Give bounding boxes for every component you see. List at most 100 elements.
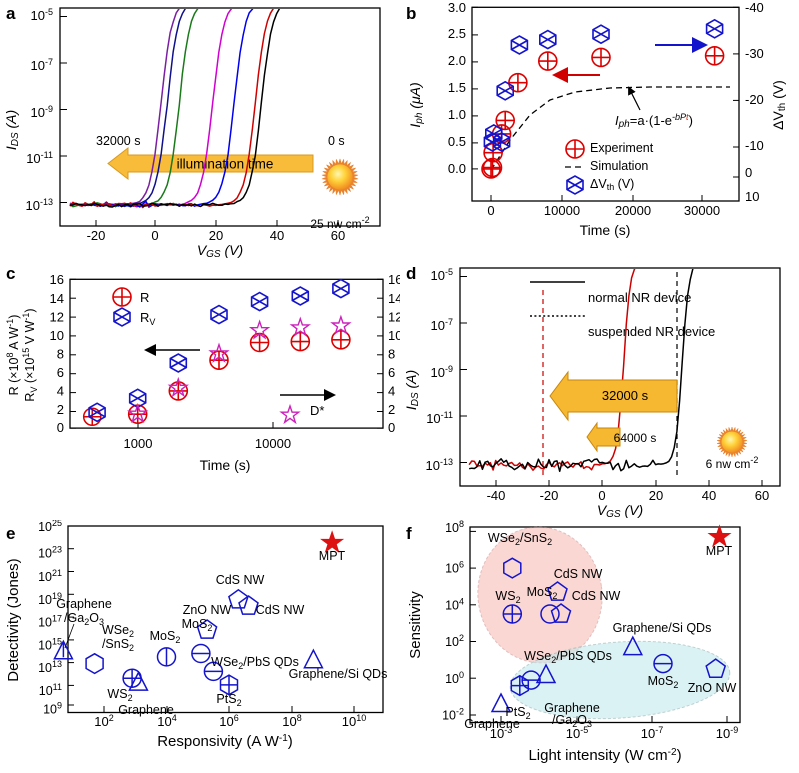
svg-text:6: 6 bbox=[388, 365, 395, 380]
svg-text:CdS NW: CdS NW bbox=[216, 573, 265, 587]
svg-text:108: 108 bbox=[445, 520, 464, 535]
svg-text:10-7: 10-7 bbox=[641, 725, 663, 741]
svg-text:60: 60 bbox=[755, 488, 769, 503]
svg-text:/SnS2: /SnS2 bbox=[102, 637, 134, 653]
svg-text:MoS2: MoS2 bbox=[150, 629, 181, 645]
svg-text:-20: -20 bbox=[745, 92, 764, 107]
svg-text:1000: 1000 bbox=[124, 436, 153, 451]
svg-text:Graphene/Si QDs: Graphene/Si QDs bbox=[613, 621, 712, 635]
svg-text:10000: 10000 bbox=[255, 436, 291, 451]
svg-text:MPT: MPT bbox=[706, 544, 733, 558]
svg-text:4: 4 bbox=[57, 384, 64, 399]
svg-text:Time (s): Time (s) bbox=[580, 222, 631, 238]
svg-text:6: 6 bbox=[57, 365, 64, 380]
svg-text:25 nw cm-2: 25 nw cm-2 bbox=[310, 215, 369, 231]
svg-text:10-9: 10-9 bbox=[716, 725, 738, 741]
svg-text:Sensitivity: Sensitivity bbox=[407, 591, 424, 659]
svg-text:0: 0 bbox=[487, 203, 494, 218]
svg-text:64000 s: 64000 s bbox=[614, 431, 657, 445]
svg-text:suspended NR device: suspended NR device bbox=[588, 324, 715, 339]
svg-text:3.0: 3.0 bbox=[448, 0, 466, 15]
svg-text:10000: 10000 bbox=[544, 203, 580, 218]
svg-text:Iph=a·(1-e-bPt): Iph=a·(1-e-bPt) bbox=[615, 112, 693, 130]
svg-text:10-11: 10-11 bbox=[426, 410, 453, 426]
svg-text:/Ga2O3: /Ga2O3 bbox=[64, 611, 104, 627]
svg-text:PtS2: PtS2 bbox=[216, 692, 241, 708]
svg-text:40: 40 bbox=[702, 488, 716, 503]
svg-text:MoS2: MoS2 bbox=[182, 617, 213, 633]
svg-text:-30: -30 bbox=[745, 46, 764, 61]
svg-text:2.5: 2.5 bbox=[448, 26, 466, 41]
svg-text:-20: -20 bbox=[87, 228, 106, 243]
svg-text:PtS2: PtS2 bbox=[505, 705, 530, 721]
svg-text:IDS (A): IDS (A) bbox=[3, 110, 21, 150]
svg-text:1.5: 1.5 bbox=[448, 80, 466, 95]
svg-text:10-2: 10-2 bbox=[442, 707, 464, 723]
svg-text:-40: -40 bbox=[487, 488, 506, 503]
svg-text:32000 s: 32000 s bbox=[96, 134, 140, 148]
svg-text:CdS NW: CdS NW bbox=[554, 567, 603, 581]
svg-text:ΔVth (V): ΔVth (V) bbox=[770, 80, 788, 130]
svg-text:0: 0 bbox=[151, 228, 158, 243]
svg-text:10-7: 10-7 bbox=[431, 317, 453, 333]
svg-text:VGS (V): VGS (V) bbox=[597, 502, 643, 520]
svg-text:0.0: 0.0 bbox=[448, 161, 466, 176]
svg-text:8: 8 bbox=[57, 347, 64, 362]
svg-text:1023: 1023 bbox=[38, 545, 62, 561]
svg-text:1017: 1017 bbox=[38, 614, 62, 630]
svg-text:1025: 1025 bbox=[38, 520, 62, 534]
svg-text:1.0: 1.0 bbox=[448, 107, 466, 122]
svg-text:WS2: WS2 bbox=[107, 687, 132, 703]
svg-text:ZnO NW: ZnO NW bbox=[688, 681, 737, 695]
svg-text:6 nw cm-2: 6 nw cm-2 bbox=[706, 455, 759, 471]
svg-text:30000: 30000 bbox=[684, 203, 720, 218]
svg-text:1010: 1010 bbox=[342, 713, 366, 729]
svg-text:MPT: MPT bbox=[319, 549, 346, 563]
svg-text:20000: 20000 bbox=[615, 203, 651, 218]
svg-text:Detectivity (Jones): Detectivity (Jones) bbox=[5, 558, 22, 681]
svg-text:RV: RV bbox=[140, 310, 155, 327]
svg-text:CdS NW: CdS NW bbox=[256, 603, 305, 617]
svg-text:Time (s): Time (s) bbox=[200, 457, 251, 473]
svg-text:10-5: 10-5 bbox=[431, 267, 453, 283]
svg-text:WSe2/PbS QDs: WSe2/PbS QDs bbox=[524, 649, 612, 665]
svg-text:0.5: 0.5 bbox=[448, 134, 466, 149]
svg-text:Responsivity (A W-1): Responsivity (A W-1) bbox=[157, 733, 293, 750]
svg-text:106: 106 bbox=[219, 713, 238, 729]
svg-text:109: 109 bbox=[43, 701, 62, 717]
svg-text:0: 0 bbox=[388, 420, 395, 435]
svg-text:/Ga2O3: /Ga2O3 bbox=[552, 713, 592, 729]
svg-text:2: 2 bbox=[388, 402, 395, 417]
svg-text:RV (×1015 V W-1): RV (×1015 V W-1) bbox=[21, 308, 39, 401]
svg-text:-20: -20 bbox=[540, 488, 559, 503]
svg-text:1013: 1013 bbox=[38, 659, 62, 675]
svg-text:12: 12 bbox=[388, 310, 400, 325]
svg-text:ZnO NW: ZnO NW bbox=[183, 603, 232, 617]
svg-text:10-13: 10-13 bbox=[26, 197, 53, 213]
svg-text:108: 108 bbox=[282, 713, 301, 729]
svg-text:ΔVth (V): ΔVth (V) bbox=[590, 177, 634, 192]
svg-text:10-9: 10-9 bbox=[431, 364, 453, 380]
svg-text:10-5: 10-5 bbox=[31, 7, 53, 23]
svg-text:104: 104 bbox=[445, 596, 464, 612]
svg-text:CdS NW: CdS NW bbox=[572, 589, 621, 603]
svg-text:normal NR device: normal NR device bbox=[588, 290, 691, 305]
svg-text:-10: -10 bbox=[745, 138, 764, 153]
svg-text:0 s: 0 s bbox=[328, 134, 345, 148]
svg-text:10-7: 10-7 bbox=[31, 57, 53, 73]
svg-text:WSe2/PbS QDs: WSe2/PbS QDs bbox=[211, 655, 299, 671]
svg-text:0: 0 bbox=[57, 420, 64, 435]
svg-text:12: 12 bbox=[50, 310, 64, 325]
svg-text:VGS (V): VGS (V) bbox=[197, 242, 243, 260]
svg-text:Simulation: Simulation bbox=[590, 159, 648, 173]
svg-text:Iph (μA): Iph (μA) bbox=[407, 82, 425, 127]
svg-text:Graphene: Graphene bbox=[464, 717, 520, 731]
svg-text:10: 10 bbox=[745, 189, 759, 204]
svg-text:2: 2 bbox=[57, 402, 64, 417]
svg-text:Graphene: Graphene bbox=[56, 597, 112, 611]
svg-text:1021: 1021 bbox=[38, 568, 62, 584]
svg-text:-40: -40 bbox=[745, 0, 764, 15]
svg-text:20: 20 bbox=[649, 488, 663, 503]
svg-text:0: 0 bbox=[598, 488, 605, 503]
svg-text:WSe2/SnS2: WSe2/SnS2 bbox=[488, 531, 552, 547]
